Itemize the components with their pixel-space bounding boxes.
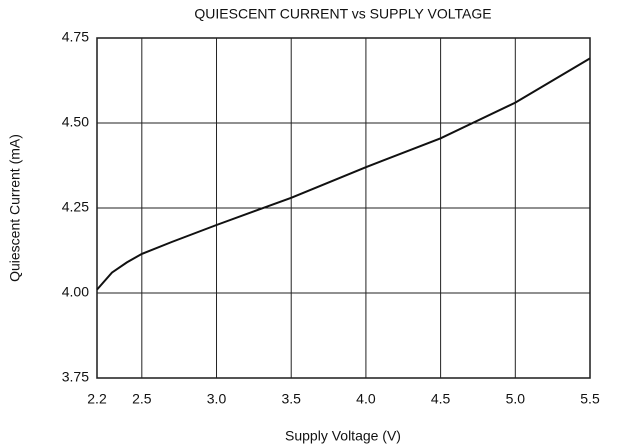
y-tick-label: 4.25 [62, 199, 89, 215]
data-line [96, 57, 591, 291]
x-tick-label: 5.0 [506, 391, 526, 407]
x-tick-label: 4.0 [356, 391, 376, 407]
y-tick-label: 4.50 [62, 114, 89, 130]
y-axis-label: Quiescent Current (mA) [7, 134, 23, 282]
x-tick-label: 5.5 [580, 391, 600, 407]
chart-title: QUIESCENT CURRENT vs SUPPLY VOLTAGE [194, 6, 491, 22]
y-tick-label: 4.00 [62, 284, 89, 300]
x-tick-label: 2.2 [87, 391, 107, 407]
x-tick-label: 2.5 [132, 391, 152, 407]
x-axis-label: Supply Voltage (V) [285, 428, 401, 444]
y-tick-label: 4.75 [62, 29, 89, 45]
x-tick-label: 4.5 [431, 391, 451, 407]
y-tick-label: 3.75 [62, 369, 89, 385]
x-tick-label: 3.0 [207, 391, 227, 407]
x-tick-label: 3.5 [281, 391, 301, 407]
